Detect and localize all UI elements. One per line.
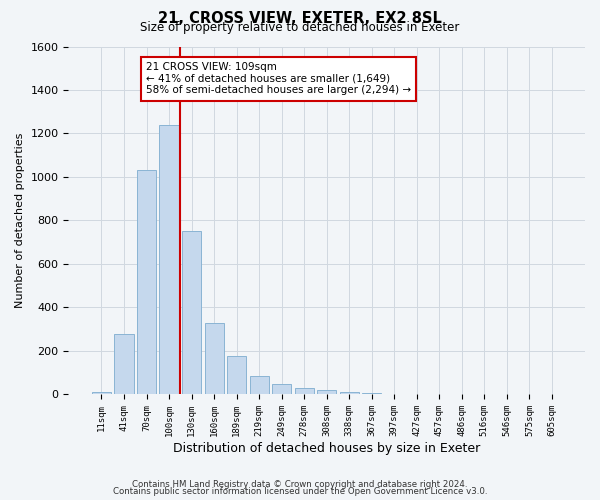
Bar bbox=[115, 334, 134, 394]
Bar bbox=[160, 125, 179, 394]
Bar bbox=[205, 322, 224, 394]
Bar bbox=[92, 392, 111, 394]
Bar bbox=[272, 384, 291, 394]
Text: Contains public sector information licensed under the Open Government Licence v3: Contains public sector information licen… bbox=[113, 487, 487, 496]
Bar bbox=[295, 388, 314, 394]
Bar bbox=[182, 232, 201, 394]
X-axis label: Distribution of detached houses by size in Exeter: Distribution of detached houses by size … bbox=[173, 442, 481, 455]
Bar bbox=[250, 376, 269, 394]
Bar bbox=[317, 390, 336, 394]
Bar bbox=[340, 392, 359, 394]
Text: Size of property relative to detached houses in Exeter: Size of property relative to detached ho… bbox=[140, 22, 460, 35]
Y-axis label: Number of detached properties: Number of detached properties bbox=[15, 133, 25, 308]
Bar bbox=[227, 356, 246, 395]
Text: Contains HM Land Registry data © Crown copyright and database right 2024.: Contains HM Land Registry data © Crown c… bbox=[132, 480, 468, 489]
Text: 21 CROSS VIEW: 109sqm
← 41% of detached houses are smaller (1,649)
58% of semi-d: 21 CROSS VIEW: 109sqm ← 41% of detached … bbox=[146, 62, 411, 96]
Bar bbox=[137, 170, 156, 394]
Text: 21, CROSS VIEW, EXETER, EX2 8SL: 21, CROSS VIEW, EXETER, EX2 8SL bbox=[158, 11, 442, 26]
